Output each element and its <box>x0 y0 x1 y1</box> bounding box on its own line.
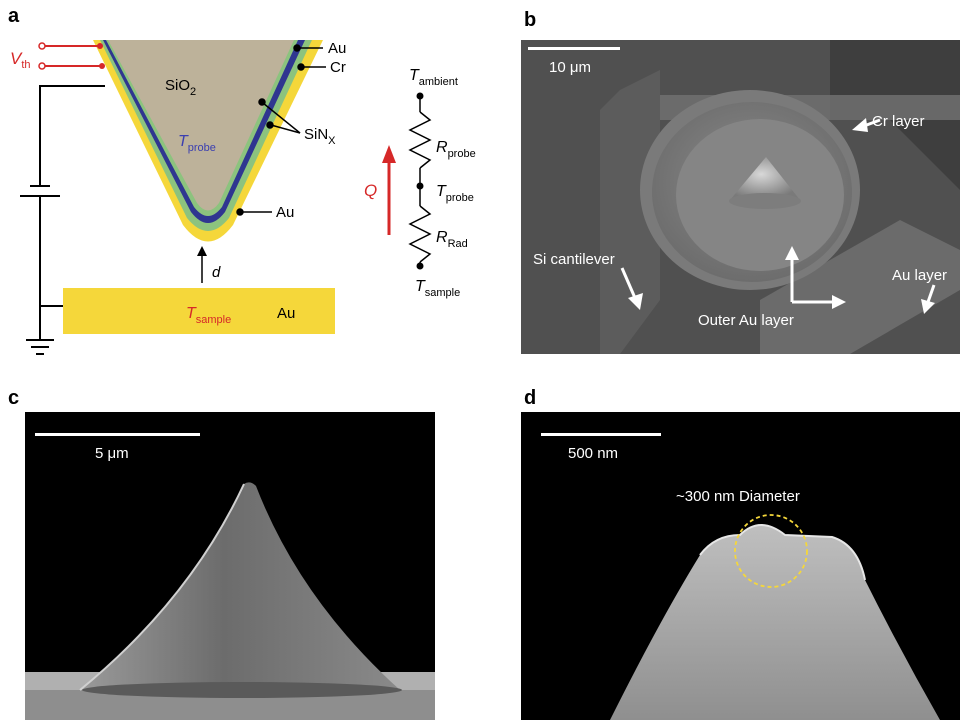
scale-label-d: 500 nm <box>568 445 618 462</box>
sio2-label: SiO2 <box>165 77 196 98</box>
cr-label: Cr <box>330 59 346 76</box>
gap-arrow <box>197 246 207 283</box>
au-layer-label: Au layer <box>892 267 947 284</box>
panel-letter-d: d <box>524 387 536 409</box>
panel-letter-a: a <box>8 5 20 27</box>
vth-label: Vth <box>10 49 31 71</box>
tip-cone-c <box>80 482 400 690</box>
r-probe-label: Rprobe <box>436 139 476 160</box>
t-probe-circuit-label: Tprobe <box>436 183 474 204</box>
layer-labels <box>236 44 326 216</box>
sinx-label: SiNX <box>304 126 336 147</box>
probe-cross-section <box>93 40 323 242</box>
panel-letter-b: b <box>524 9 536 31</box>
annotation-arrows-b <box>620 118 936 314</box>
q-label: Q <box>364 181 377 200</box>
panel-b: b 10 μm Cr layer <box>521 9 960 354</box>
t-ambient-label: Tambient <box>409 67 458 88</box>
au-sample <box>63 288 335 334</box>
r-probe-resistor <box>408 111 432 169</box>
scale-label-b: 10 μm <box>549 59 591 76</box>
thermal-circuit <box>382 92 432 270</box>
panel-a: a Vth <box>8 5 476 355</box>
diameter-label: ~300 nm Diameter <box>676 488 800 505</box>
scale-label-c: 5 μm <box>95 445 129 462</box>
si-cantilever-label: Si cantilever <box>533 251 615 268</box>
gap-label-d: d <box>212 264 221 281</box>
tprobe-label: Tprobe <box>178 133 216 154</box>
au-top-label: Au <box>328 40 346 57</box>
tip-cone-b <box>730 157 800 200</box>
vth-terminals <box>38 42 105 70</box>
r-rad-resistor <box>408 205 432 263</box>
tip-apex-d <box>610 525 940 720</box>
diameter-circle <box>734 514 808 588</box>
t-sample-circuit-label: Tsample <box>415 278 460 299</box>
cr-layer-label: Cr layer <box>872 113 925 130</box>
bias-circuit <box>20 85 105 355</box>
au-tip-label: Au <box>276 204 294 221</box>
au-sample-label: Au <box>277 305 295 322</box>
outer-au-layer-label: Outer Au layer <box>698 312 794 329</box>
tsample-label: Tsample <box>186 305 231 326</box>
sio2-core <box>108 40 294 211</box>
panel-d: d 500 nm ~300 nm Diameter <box>521 387 960 720</box>
panel-c: c 5 μm <box>8 387 435 720</box>
panel-letter-c: c <box>8 387 19 409</box>
scale-bar-b <box>528 47 620 50</box>
cantilever-arm-bottom <box>760 220 960 354</box>
r-rad-label: RRad <box>436 229 468 250</box>
scale-bar-d <box>541 433 661 436</box>
scale-bar-c <box>35 433 200 436</box>
